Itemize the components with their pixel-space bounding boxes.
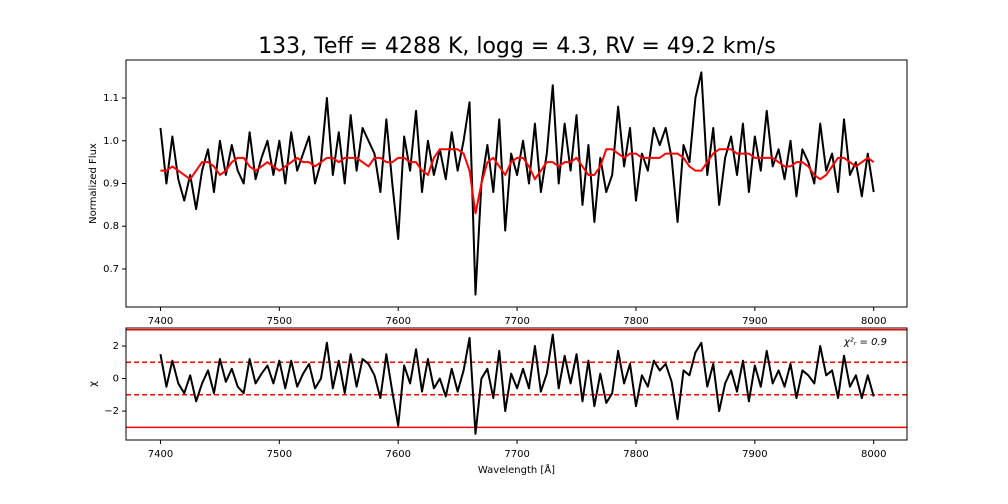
x-tick-label: 7600 xyxy=(385,449,410,460)
y-tick-label: 0 xyxy=(113,374,119,385)
data-line xyxy=(159,71,875,296)
x-tick-label: 7700 xyxy=(504,449,529,460)
y-tick-label: 0.7 xyxy=(103,264,119,275)
x-tick-label: 7800 xyxy=(623,316,648,327)
x-tick-label: 7600 xyxy=(385,316,410,327)
y-axis-label: Normalized Flux xyxy=(88,143,99,224)
y-tick-label: −2 xyxy=(104,406,119,417)
data-line xyxy=(160,148,875,215)
x-tick-label: 7900 xyxy=(742,316,767,327)
x-tick-label: 8000 xyxy=(861,449,886,460)
x-tick-label: 7800 xyxy=(623,449,648,460)
x-tick-label: 7500 xyxy=(267,449,292,460)
x-tick-label: 7400 xyxy=(148,316,173,327)
y-tick-label: 0.8 xyxy=(103,221,119,232)
chart-title: 133, Teff = 4288 K, logg = 4.3, RV = 49.… xyxy=(258,34,776,59)
x-axis-label: Wavelength [Å] xyxy=(478,463,555,476)
data-line xyxy=(159,333,875,435)
y-tick-label: 0.9 xyxy=(103,179,119,190)
axes-frame xyxy=(125,327,908,441)
y-tick-label: 1.0 xyxy=(103,136,119,147)
annotation: χ²ᵣ = 0.9 xyxy=(843,337,887,348)
x-tick-label: 7900 xyxy=(742,449,767,460)
y-tick-label: 1.1 xyxy=(103,93,119,104)
x-tick-label: 7500 xyxy=(267,316,292,327)
x-tick-label: 7400 xyxy=(148,449,173,460)
y-tick-label: 2 xyxy=(113,341,119,352)
x-tick-label: 8000 xyxy=(861,316,886,327)
x-tick-label: 7700 xyxy=(504,316,529,327)
y-axis-label: χ xyxy=(88,381,99,387)
